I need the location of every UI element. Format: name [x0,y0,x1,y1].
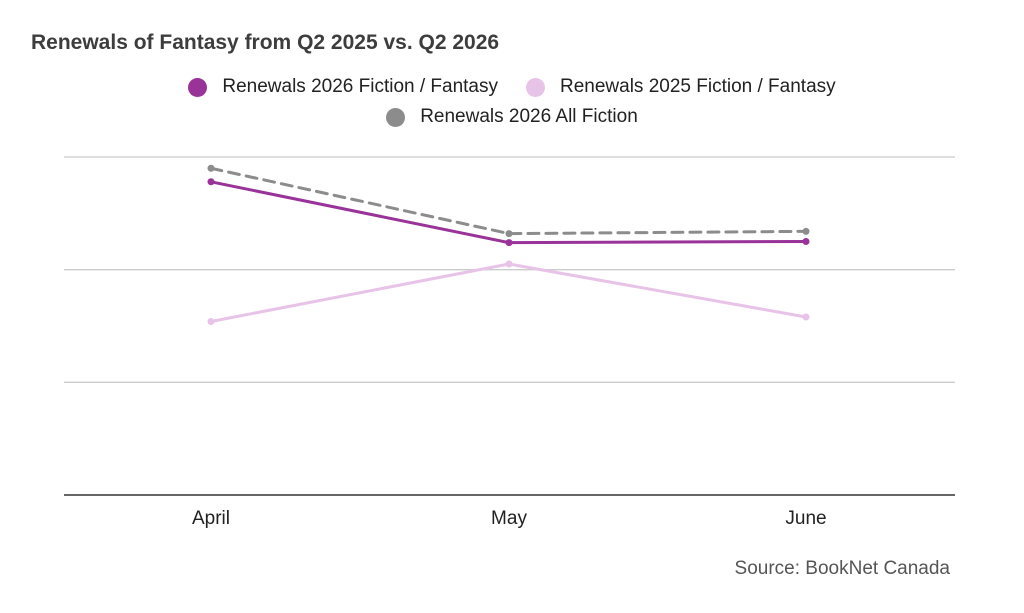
data-point [505,239,513,247]
legend-item-renewals-2026-all-fiction: Renewals 2026 All Fiction [386,106,638,128]
data-point [802,238,810,245]
legend-label: Renewals 2026 Fiction / Fantasy [222,76,498,97]
x-tick-label: May [491,508,527,529]
data-point [505,260,513,268]
legend-label: Renewals 2026 All Fiction [420,106,638,127]
data-point [207,164,215,172]
x-tick-label: June [785,508,826,529]
legend-row-1: Renewals 2026 Fiction / Fantasy Renewals… [0,76,1024,98]
legend-item-renewals-2025-fantasy: Renewals 2025 Fiction / Fantasy [526,76,836,98]
legend-swatch [188,77,208,97]
series-line [209,262,808,323]
legend-swatch [526,77,545,97]
data-point [802,313,810,321]
data-point [505,230,513,238]
legend-label: Renewals 2025 Fiction / Fantasy [560,76,836,97]
x-tick-label: April [192,508,230,529]
data-point [802,227,810,235]
legend-item-renewals-2026-fantasy: Renewals 2026 Fiction / Fantasy [188,76,498,98]
data-point [207,178,215,186]
chart-title: Renewals of Fantasy from Q2 2025 vs. Q2 … [31,31,500,54]
source-note: Source: BookNet Canada [734,558,950,579]
data-point [207,317,215,325]
legend-swatch [386,107,406,127]
legend-row-2: Renewals 2026 All Fiction [0,106,1024,128]
